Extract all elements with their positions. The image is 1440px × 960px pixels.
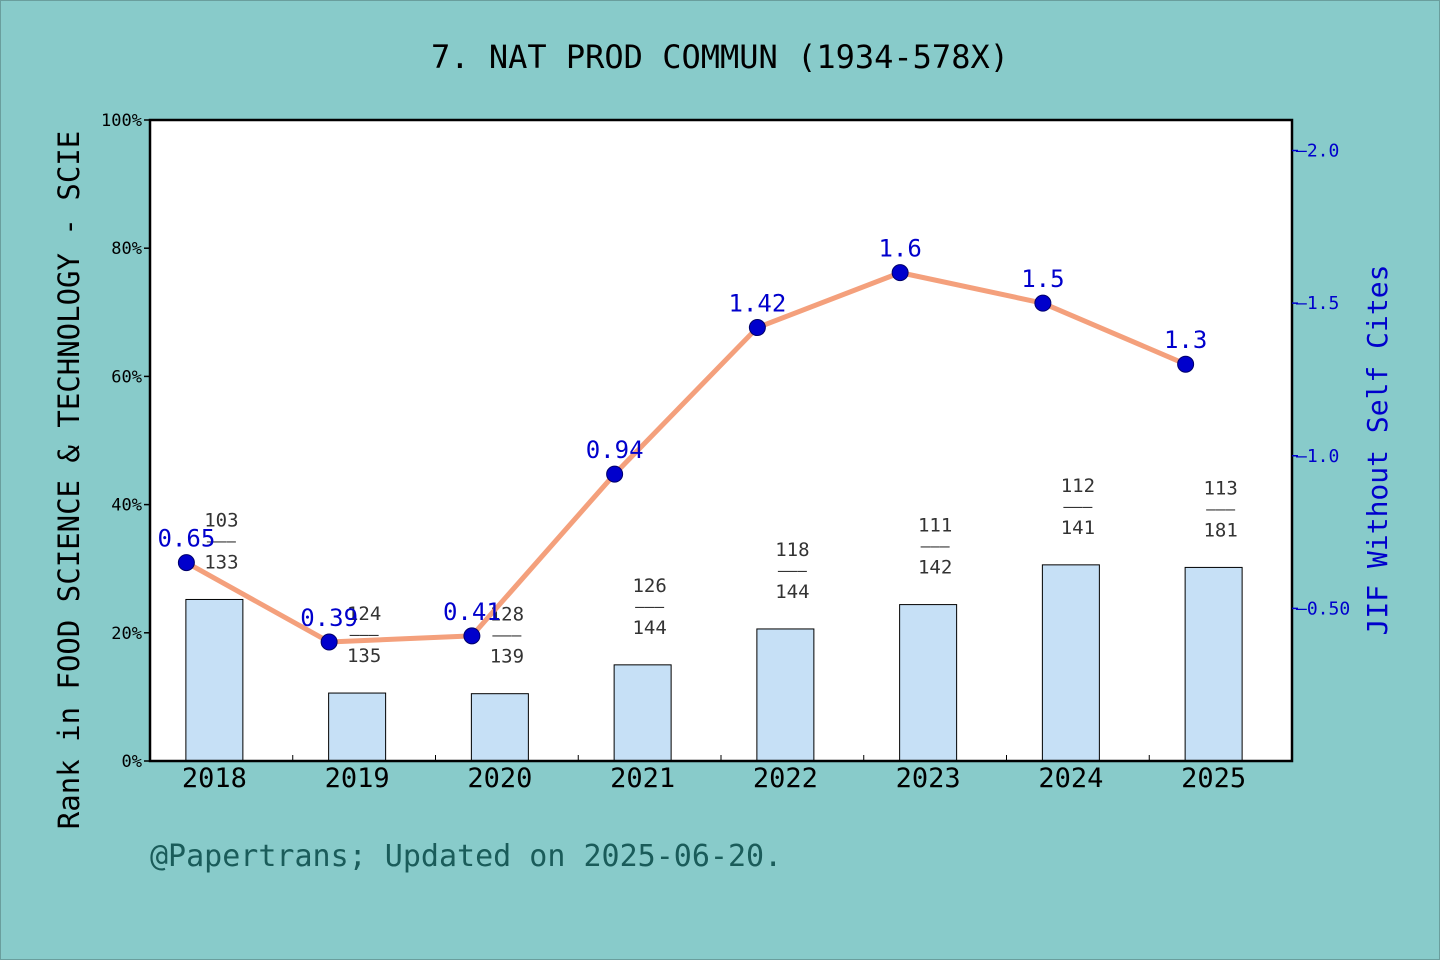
rank-label-numerator: 103 [204,509,238,531]
right-axis-tick-label: —2.0 [1296,141,1339,162]
rank-label-divider: ——— [778,561,807,580]
rank-label-divider: ——— [492,626,521,645]
rank-label-divider: ——— [921,537,950,556]
rank-bar [1184,566,1243,762]
x-axis-tick-label: 2022 [753,763,818,794]
right-axis-tick-label: —0.50 [1296,598,1350,619]
rank-label-denominator: 135 [347,645,381,667]
right-axis-tick-label: —1.5 [1296,293,1339,314]
rank-bar [185,598,244,762]
x-axis-tick-label: 2021 [610,763,675,794]
right-axis-tick-label: —1.0 [1296,446,1339,467]
jif-line [185,270,1187,645]
rank-label-numerator: 124 [347,603,381,625]
left-axis-label: Rank in FOOD SCIENCE & TECHNOLOGY - SCIE [52,131,86,829]
jif-value-label: 1.42 [728,290,786,318]
rank-label-numerator: 111 [918,515,952,537]
rank-label-divider: ——— [1206,499,1235,518]
left-axis-tick-label: 100% [101,111,142,131]
rank-label-numerator: 118 [775,539,809,561]
rank-label-numerator: 113 [1203,477,1237,499]
x-axis-tick-label: 2024 [1038,763,1103,794]
jif-value-label: 0.39 [300,604,358,632]
jif-point [1177,355,1195,373]
left-axis-tick-label: 0% [122,752,142,772]
chart-title: 7. NAT PROD COMMUN (1934-578X) [431,38,1009,76]
jif-point [463,627,481,645]
rank-label-denominator: 144 [775,581,809,603]
rank-label-denominator: 133 [204,551,238,573]
jif-point [1034,294,1052,312]
left-axis-tick-label: 40% [111,496,142,516]
rank-label-numerator: 112 [1061,475,1095,497]
right-axis-label: JIF Without Self Cites [1361,265,1394,636]
jif-point [606,465,624,483]
jif-value-label: 1.6 [878,235,921,263]
rank-label-denominator: 139 [490,646,524,668]
jif-value-label: 1.3 [1164,326,1207,354]
rank-label-denominator: 141 [1061,517,1095,539]
jif-value-label: 1.5 [1021,265,1064,293]
rank-label-denominator: 142 [918,557,952,579]
x-axis-tick-label: 2018 [182,763,247,794]
rank-bar [613,664,672,762]
rank-bar [1041,564,1100,762]
x-axis-tick-label: 2019 [325,763,390,794]
x-axis-tick-label: 2023 [896,763,961,794]
rank-label-denominator: 181 [1203,519,1237,541]
rank-label-divider: ——— [207,531,236,550]
left-axis-tick-label: 60% [111,367,142,387]
rank-bar [756,628,815,762]
rank-bar [470,693,529,762]
rank-label-divider: ——— [635,597,664,616]
x-axis-tick-label: 2025 [1181,763,1246,794]
jif-value-label: 0.65 [157,525,215,553]
jif-point [748,319,766,337]
rank-bar [328,692,387,762]
rank-bar [899,604,958,762]
footer-note: @Papertrans; Updated on 2025-06-20. [150,839,782,874]
left-axis-tick-label: 20% [111,624,142,644]
jif-value-label: 0.41 [443,598,501,626]
jif-point [177,554,195,572]
x-axis-tick-label: 2020 [467,763,532,794]
rank-label-denominator: 144 [632,617,666,639]
left-axis-tick-label: 80% [111,239,142,259]
plot-area [150,120,1292,761]
jif-point [320,633,338,651]
jif-point [891,264,909,282]
jif-value-label: 0.94 [586,436,644,464]
rank-label-numerator: 126 [632,575,666,597]
rank-label-divider: ——— [1063,497,1092,516]
